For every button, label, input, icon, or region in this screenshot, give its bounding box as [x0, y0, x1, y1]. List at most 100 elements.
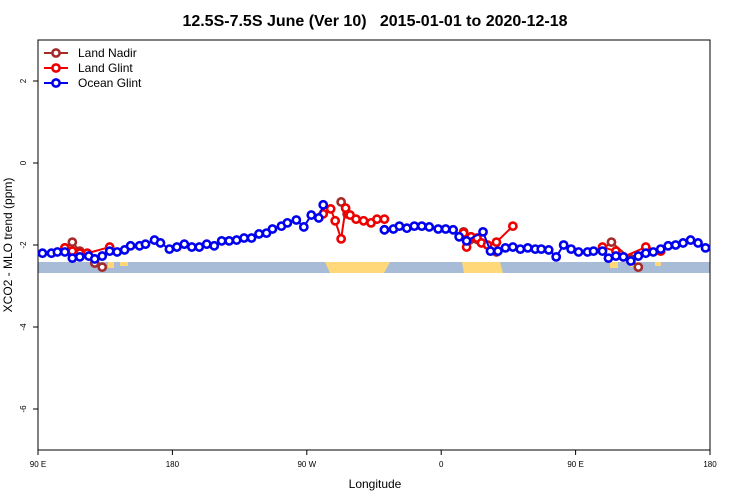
land-segment [120, 262, 128, 266]
data-point [59, 247, 70, 257]
data-point [224, 235, 235, 246]
data-point [424, 222, 435, 232]
data-point [37, 248, 48, 259]
data-point [325, 204, 336, 214]
data-point [155, 238, 166, 248]
data-point [330, 215, 341, 226]
data-point [491, 237, 502, 248]
data-point [536, 244, 547, 254]
data-point [291, 215, 302, 225]
data-point [522, 242, 533, 253]
y-tick-label: -4 [19, 323, 28, 331]
legend-label: Land Glint [78, 61, 133, 75]
data-point [401, 223, 412, 234]
data-point [493, 246, 503, 257]
data-point [336, 197, 347, 207]
data-point [89, 254, 100, 264]
data-point [558, 240, 569, 250]
series-line [384, 225, 707, 263]
data-point [372, 214, 382, 225]
data-point [379, 214, 390, 225]
data-point [231, 235, 242, 245]
land-segment [108, 262, 114, 268]
data-point [340, 203, 351, 213]
chart-title: 12.5S-7.5S June (Ver 10) 2015-01-01 to 2… [182, 13, 567, 30]
data-point [693, 238, 703, 248]
data-point [104, 246, 115, 257]
data-point [603, 253, 614, 264]
data-point [379, 224, 390, 235]
data-point [566, 244, 577, 254]
data-point [336, 233, 347, 244]
legend-label: Land Nadir [78, 46, 137, 60]
data-point [194, 242, 205, 252]
data-point [409, 221, 420, 232]
data-point [670, 240, 681, 250]
data-point [313, 213, 324, 223]
data-point [640, 248, 651, 259]
x-tick-label: 180 [703, 460, 717, 469]
y-tick-label: 2 [19, 78, 28, 83]
data-point [543, 245, 554, 255]
x-tick-label: 90 W [297, 460, 316, 469]
data-point [254, 229, 264, 239]
data-point [201, 239, 212, 250]
legend-marker [51, 63, 61, 73]
data-point [433, 224, 444, 234]
data-point [164, 244, 175, 254]
data-point [678, 238, 689, 248]
data-point [298, 222, 309, 232]
data-point [239, 233, 249, 243]
data-point [416, 221, 427, 232]
data-point [140, 239, 151, 250]
x-tick-label: 0 [439, 460, 444, 469]
data-point [663, 240, 674, 251]
data-point [112, 247, 123, 257]
data-point [633, 262, 644, 273]
data-point [633, 251, 644, 261]
data-point [186, 242, 197, 252]
data-point [171, 242, 182, 252]
x-tick-label: 180 [166, 460, 180, 469]
data-point [700, 242, 711, 253]
data-point [358, 215, 369, 226]
data-point [611, 251, 621, 261]
data-point [179, 239, 190, 250]
data-point [507, 242, 518, 252]
legend-marker [51, 78, 61, 88]
data-point [97, 251, 108, 261]
land-segment [655, 262, 661, 266]
land-segment [325, 262, 390, 273]
land-segment [462, 262, 503, 273]
data-point [625, 256, 636, 266]
data-point [618, 251, 629, 262]
data-point [282, 217, 293, 228]
data-point [351, 214, 361, 225]
data-point [573, 247, 584, 257]
data-point [52, 247, 63, 257]
data-point [648, 247, 659, 257]
x-tick-label: 90 E [30, 460, 46, 469]
data-point [67, 237, 78, 248]
data-point [440, 224, 451, 234]
data-point [267, 224, 278, 234]
data-point [507, 221, 518, 232]
data-point [448, 224, 459, 235]
data-point [74, 251, 85, 262]
land-strip [38, 262, 710, 273]
data-point [485, 246, 496, 257]
legend-label: Ocean Glint [78, 76, 142, 90]
data-point [551, 251, 562, 262]
y-tick-label: 0 [19, 160, 28, 165]
y-tick-label: -6 [19, 405, 28, 413]
legend-marker [51, 48, 61, 58]
x-tick-label: 90 E [567, 460, 583, 469]
data-point [461, 235, 472, 246]
data-point [478, 226, 488, 237]
data-point [394, 221, 405, 232]
data-point [597, 246, 608, 257]
data-point [318, 199, 329, 210]
y-tick-label: -2 [19, 241, 28, 249]
